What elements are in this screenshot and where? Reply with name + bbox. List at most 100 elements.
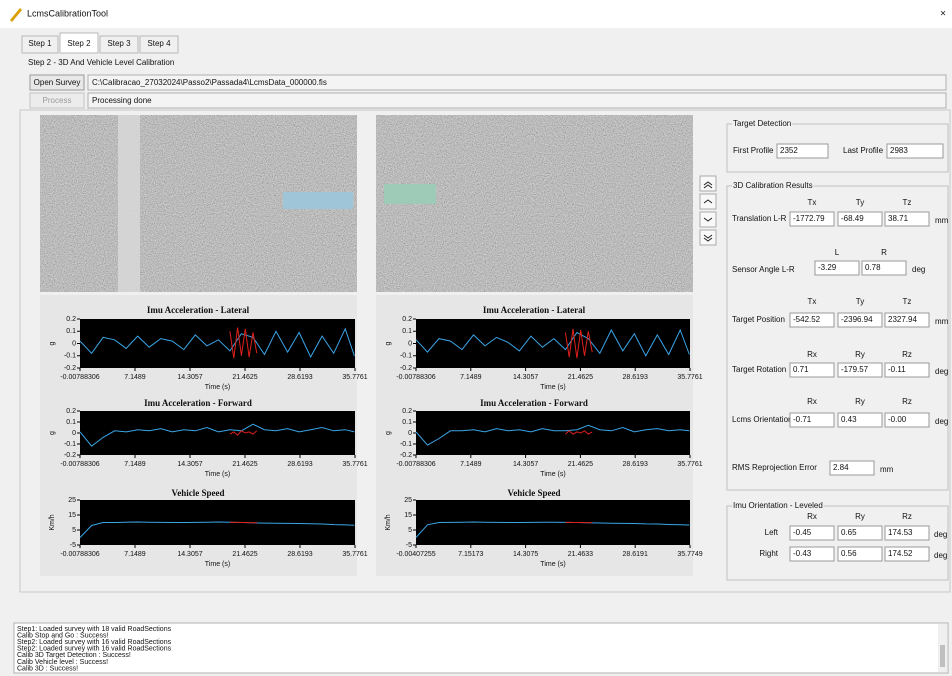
value: 0.65 [841, 528, 857, 537]
y-tick-label: 15 [404, 512, 412, 519]
value: 174.52 [888, 549, 913, 558]
column-header: Rx [807, 350, 817, 359]
value: -0.00 [888, 415, 907, 424]
column-header: Tz [903, 198, 912, 207]
x-tick-label: 28.6193 [623, 461, 648, 468]
x-tick-label: 7.1489 [124, 461, 146, 468]
row-label: Target Rotation [732, 365, 786, 374]
column-header: Tx [808, 198, 817, 207]
plot-area [416, 411, 690, 455]
x-tick-label: 14.3057 [513, 374, 538, 381]
column-header: Ty [856, 198, 864, 207]
tab-label: Step 4 [147, 39, 171, 48]
y-axis-label: g [49, 431, 56, 435]
value: -542.52 [793, 315, 821, 324]
x-tick-label: 14.3057 [177, 461, 202, 468]
log-scroll-thumb[interactable] [940, 645, 945, 667]
x-axis-label: Time (s) [205, 384, 230, 391]
title-bar [0, 0, 952, 28]
y-axis-label: g [385, 341, 392, 345]
x-axis-label: Time (s) [205, 561, 230, 568]
x-tick-label: 7.1489 [460, 374, 482, 381]
last-profile-label: Last Profile [843, 146, 884, 155]
value: -68.49 [841, 214, 864, 223]
value: -0.45 [793, 528, 812, 537]
value: 2.84 [833, 463, 849, 472]
value: 0.71 [793, 365, 809, 374]
column-header: Rz [902, 397, 912, 406]
x-tick-label: -0.00407255 [396, 551, 435, 558]
value: -0.43 [793, 549, 812, 558]
column-header: Rx [807, 512, 817, 521]
y-axis-label: Km/h [385, 514, 392, 530]
value: -3.29 [818, 263, 837, 272]
row-label: Right [759, 549, 778, 558]
y-tick-label: 0 [72, 430, 76, 437]
value: 0.43 [841, 415, 857, 424]
y-tick-label: 0 [72, 340, 76, 347]
unit: deg [912, 265, 925, 274]
column-header: Tz [903, 297, 912, 306]
unit: mm [880, 465, 894, 474]
x-tick-label: 21.4625 [568, 374, 593, 381]
y-tick-label: 0.2 [66, 408, 76, 415]
plot-area [416, 319, 690, 368]
group-title: Imu Orientation - Leveled [733, 501, 823, 510]
x-tick-label: 28.6193 [287, 461, 312, 468]
process-label: Process [43, 96, 72, 105]
prev-button[interactable] [700, 194, 716, 209]
x-tick-label: 21.4625 [232, 374, 257, 381]
y-tick-label: 15 [68, 512, 76, 519]
y-axis-label: Km/h [49, 514, 56, 530]
y-axis-label: g [49, 341, 56, 345]
y-tick-label: 0.1 [402, 328, 412, 335]
log-line: Calib 3D : Success! [17, 665, 78, 672]
x-tick-label: 21.4625 [232, 461, 257, 468]
column-header: Ty [856, 297, 864, 306]
unit: deg [934, 530, 947, 539]
open-survey-label: Open Survey [34, 78, 81, 87]
x-tick-label: 7.15173 [458, 551, 483, 558]
y-tick-label: -5 [70, 542, 76, 549]
y-tick-label: 5 [408, 527, 412, 534]
x-tick-label: 7.1489 [124, 374, 146, 381]
column-header: Ry [855, 397, 865, 406]
survey-path: C:\Calibracao_27032024\Passo2\Passada4\L… [92, 78, 327, 87]
section-title: Step 2 - 3D And Vehicle Level Calibratio… [28, 58, 174, 67]
y-tick-label: 0.1 [402, 419, 412, 426]
value: -0.71 [793, 415, 812, 424]
y-tick-label: 0.1 [66, 328, 76, 335]
y-tick-label: 25 [404, 497, 412, 504]
x-tick-label: 21.4633 [568, 551, 593, 558]
lane-marking [118, 115, 140, 292]
x-tick-label: 35.7761 [342, 374, 367, 381]
unit: deg [934, 551, 947, 560]
column-header: Ry [855, 350, 865, 359]
column-header: Ry [855, 512, 865, 521]
y-tick-label: 0 [408, 340, 412, 347]
value: 0.56 [841, 549, 857, 558]
y-tick-label: -0.2 [64, 365, 76, 372]
next-button[interactable] [700, 212, 716, 227]
y-tick-label: -0.2 [400, 452, 412, 459]
plot-title: Vehicle Speed [508, 488, 561, 498]
y-tick-label: 0 [408, 430, 412, 437]
y-tick-label: -0.1 [400, 441, 412, 448]
unit: deg [935, 417, 948, 426]
target [384, 184, 436, 204]
plot-title: Imu Acceleration - Lateral [483, 305, 586, 315]
plot-title: Imu Acceleration - Forward [480, 398, 588, 408]
column-header: L [835, 248, 840, 257]
x-tick-label: -0.00788306 [60, 461, 99, 468]
status-text: Processing done [92, 96, 152, 105]
close-button[interactable]: × [940, 9, 946, 20]
column-header: Rx [807, 397, 817, 406]
first-button[interactable] [700, 176, 716, 191]
plot-area [80, 319, 355, 368]
value: 2327.94 [888, 315, 917, 324]
x-tick-label: 14.3057 [177, 551, 202, 558]
group-title: Target Detection [733, 119, 791, 128]
x-tick-label: 28.6193 [287, 374, 312, 381]
x-tick-label: 28.6193 [623, 374, 648, 381]
last-profile: 2983 [890, 146, 908, 155]
